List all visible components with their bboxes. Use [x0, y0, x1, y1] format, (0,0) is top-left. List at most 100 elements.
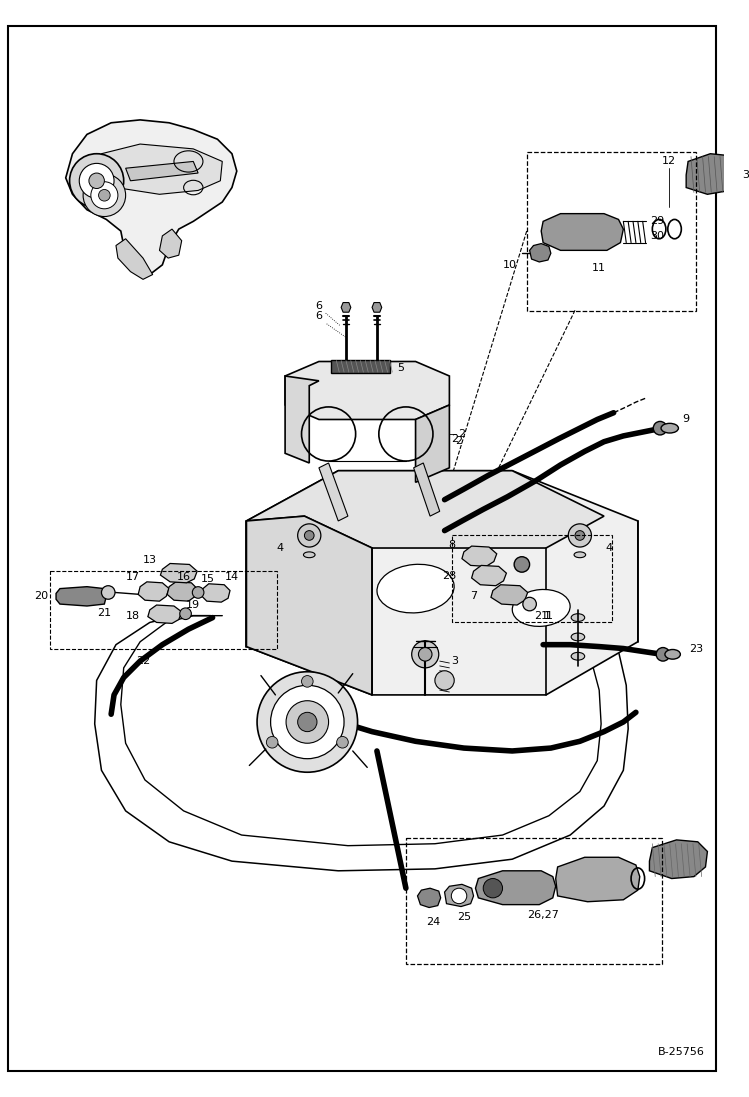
- Circle shape: [337, 736, 348, 748]
- Polygon shape: [556, 857, 640, 902]
- Ellipse shape: [377, 564, 454, 613]
- Bar: [452, 535, 612, 622]
- Text: 4: 4: [605, 543, 613, 553]
- Circle shape: [83, 174, 126, 216]
- Circle shape: [452, 889, 467, 904]
- Circle shape: [89, 173, 104, 189]
- Text: 18: 18: [127, 611, 140, 621]
- Polygon shape: [126, 161, 198, 181]
- Polygon shape: [472, 565, 506, 586]
- Polygon shape: [56, 587, 106, 606]
- Polygon shape: [160, 564, 197, 583]
- Polygon shape: [413, 463, 440, 516]
- Polygon shape: [285, 376, 319, 463]
- Text: 2: 2: [451, 433, 458, 444]
- Polygon shape: [285, 362, 449, 419]
- Polygon shape: [246, 471, 604, 548]
- Circle shape: [270, 686, 344, 759]
- Polygon shape: [530, 244, 551, 262]
- Text: 7: 7: [470, 591, 477, 601]
- Bar: [406, 838, 662, 963]
- Text: 14: 14: [225, 572, 239, 583]
- Text: 11: 11: [592, 263, 606, 273]
- Text: 22: 22: [136, 656, 150, 666]
- Ellipse shape: [571, 613, 585, 622]
- Text: 21: 21: [97, 608, 112, 618]
- Text: B-25756: B-25756: [658, 1048, 705, 1058]
- Polygon shape: [491, 585, 527, 606]
- Circle shape: [302, 676, 313, 687]
- Text: 5: 5: [398, 363, 404, 373]
- Text: 1: 1: [544, 611, 551, 621]
- Polygon shape: [341, 303, 351, 313]
- Ellipse shape: [512, 589, 570, 626]
- Circle shape: [91, 182, 118, 208]
- Polygon shape: [139, 581, 169, 601]
- Text: 17: 17: [127, 572, 140, 583]
- Text: 12: 12: [661, 157, 676, 167]
- Polygon shape: [167, 581, 197, 601]
- Circle shape: [101, 586, 115, 599]
- Polygon shape: [160, 229, 182, 258]
- Ellipse shape: [571, 653, 585, 660]
- Circle shape: [180, 608, 191, 620]
- Polygon shape: [542, 214, 623, 250]
- Circle shape: [656, 647, 670, 661]
- Circle shape: [575, 531, 585, 541]
- Text: 19: 19: [187, 600, 200, 610]
- Text: 13: 13: [143, 555, 157, 565]
- Circle shape: [653, 421, 667, 434]
- Text: 28: 28: [442, 572, 456, 581]
- Ellipse shape: [303, 552, 315, 557]
- Polygon shape: [649, 840, 707, 879]
- Polygon shape: [462, 546, 497, 566]
- Circle shape: [79, 163, 114, 199]
- Circle shape: [267, 736, 278, 748]
- Text: 2: 2: [455, 436, 463, 445]
- Circle shape: [297, 712, 317, 732]
- Polygon shape: [97, 144, 222, 194]
- Text: 6: 6: [315, 302, 322, 312]
- Circle shape: [304, 531, 314, 541]
- Circle shape: [568, 524, 592, 547]
- Text: 20: 20: [34, 591, 49, 601]
- Circle shape: [523, 597, 536, 611]
- Text: 25: 25: [457, 913, 471, 923]
- Polygon shape: [476, 871, 556, 905]
- Circle shape: [99, 190, 110, 201]
- Polygon shape: [319, 463, 348, 521]
- Circle shape: [297, 524, 321, 547]
- Text: 15: 15: [201, 574, 215, 584]
- Text: 8: 8: [449, 540, 456, 550]
- Polygon shape: [116, 239, 153, 280]
- Circle shape: [286, 701, 329, 744]
- Text: 24: 24: [426, 917, 440, 927]
- Polygon shape: [148, 606, 182, 623]
- Text: 2: 2: [458, 429, 466, 439]
- Circle shape: [514, 556, 530, 573]
- Bar: [527, 151, 696, 312]
- Polygon shape: [686, 154, 739, 194]
- Text: 1: 1: [545, 611, 553, 621]
- Circle shape: [257, 671, 357, 772]
- Text: 6: 6: [315, 312, 322, 321]
- Polygon shape: [246, 471, 638, 694]
- Text: 10: 10: [503, 260, 518, 270]
- Ellipse shape: [661, 423, 679, 433]
- Bar: [50, 572, 277, 648]
- Circle shape: [412, 641, 439, 668]
- Text: 23: 23: [689, 644, 703, 654]
- Text: 30: 30: [650, 230, 664, 241]
- Circle shape: [192, 587, 204, 598]
- Bar: [330, 360, 390, 373]
- Polygon shape: [201, 584, 230, 602]
- Polygon shape: [66, 120, 237, 274]
- Circle shape: [419, 647, 432, 661]
- Text: 4: 4: [276, 543, 284, 553]
- Ellipse shape: [665, 649, 680, 659]
- Circle shape: [435, 670, 454, 690]
- Circle shape: [70, 154, 124, 207]
- Circle shape: [483, 879, 503, 897]
- Polygon shape: [372, 303, 382, 313]
- Text: 31: 31: [742, 170, 749, 180]
